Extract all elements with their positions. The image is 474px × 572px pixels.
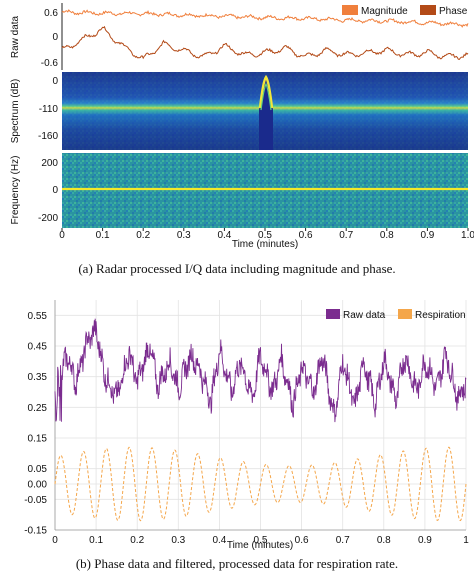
b-xtick-label: 0.9 [418,535,432,546]
freq-ytick-mid: 0 [52,185,58,196]
b-series-group [54,318,467,522]
legend-phase-swatch [420,5,436,15]
freq-xtick-label: 0.3 [177,230,191,241]
legend-phase-label: Phase [439,6,468,17]
b-ytick-label: 0.45 [28,342,48,353]
freq-xtick-label: 1.0 [461,230,474,241]
b-xlabel: Time (minutes) [227,540,293,551]
b-ytick-label: 0.15 [28,434,48,445]
freq-xtick-label: 0 [59,230,65,241]
spec-ytick-top: 0 [52,76,58,87]
b-ytick-label: 0.00 [28,480,48,491]
b-xtick-label: 0 [52,535,58,546]
b-gridlines [54,300,467,531]
raw-series-magnitude [61,9,469,28]
freq-ylabel: Frequency (Hz) [10,156,21,225]
legend-rawdata-swatch [326,309,340,319]
legend-rawdata-label: Raw data [343,310,386,321]
freq-ytick-top: 200 [41,158,58,169]
b-xtick-label: 1 [463,535,469,546]
raw-ytick-bot: -0.6 [41,58,59,69]
raw-series-group [61,9,469,60]
b-ytick-label: 0.05 [28,464,48,475]
caption-a: (a) Radar processed I/Q data including m… [78,261,396,276]
b-xtick-label: 0.1 [89,535,103,546]
legend-magnitude-label: Magnitude [361,6,408,17]
raw-ytick-top: 0.6 [44,8,58,19]
b-ytick-label: 0.25 [28,403,48,414]
b-xticks: 0 0.1 0.2 0.3 0.4 0.5 0.6 0.7 0.8 0.9 1 [52,535,469,546]
b-ytick-label: 0.35 [28,372,48,383]
b-ytick-label: -0.15 [24,526,47,537]
b-xtick-label: 0.7 [336,535,350,546]
caption-b: (b) Phase data and filtered, processed d… [75,556,399,571]
freq-xtick-label: 0.8 [380,230,394,241]
legend-respiration-label: Respiration [415,310,466,321]
b-xtick-label: 0.6 [295,535,309,546]
freq-xtick-label: 0.5 [258,230,272,241]
spec-ylabel: Spectrum (dB) [10,79,21,143]
b-ytick-label: 0.55 [28,311,48,322]
freq-xtick-label: 0.9 [420,230,434,241]
frequency-panel: 200 0 -200 Frequency (Hz) 0 0.1 0.2 0.3 0.4 0… [10,153,474,250]
spec-ytick-mid: -110 [39,104,59,115]
freq-xlabel: Time (minutes) [232,239,298,250]
phase-respiration-panel: 0.55 0.45 0.35 0.25 0.15 0.05 0.00 -0.05 -0.15 0… [24,300,469,551]
b-xtick-label: 0.3 [171,535,185,546]
b-xtick-label: 0.4 [212,535,226,546]
raw-series-phase [61,25,469,60]
b-series-raw-data [54,318,467,423]
frequency-heatmap [62,153,468,228]
freq-xtick-label: 0.1 [96,230,110,241]
b-xtick-label: 0.2 [130,535,144,546]
raw-data-panel: 0.6 0 -0.6 Raw data Magnitude Phase [10,3,469,70]
freq-xticks: 0 0.1 0.2 0.3 0.4 0.5 0.6 0.7 0.8 0.9 1.0 [59,228,474,241]
legend-respiration-swatch [398,309,412,319]
b-series-respiration [54,446,467,522]
b-xtick-label: 0.8 [377,535,391,546]
raw-ylabel: Raw data [10,15,21,58]
b-ytick-label: -0.05 [24,495,47,506]
spec-ytick-bot: -160 [38,131,58,142]
b-yticks: 0.55 0.45 0.35 0.25 0.15 0.05 0.00 -0.05 -0.15 [24,311,47,537]
freq-xtick-label: 0.7 [339,230,353,241]
freq-xtick-label: 0.2 [136,230,150,241]
freq-xtick-label: 0.6 [299,230,313,241]
freq-ytick-bot: -200 [38,213,58,224]
b-xtick-label: 0.5 [254,535,268,546]
freq-xtick-label: 0.4 [217,230,231,241]
raw-ytick-mid: 0 [52,32,58,43]
spectrum-panel: 0 -110 -160 Spectrum (dB) [10,72,468,150]
legend-magnitude-swatch [342,5,358,15]
